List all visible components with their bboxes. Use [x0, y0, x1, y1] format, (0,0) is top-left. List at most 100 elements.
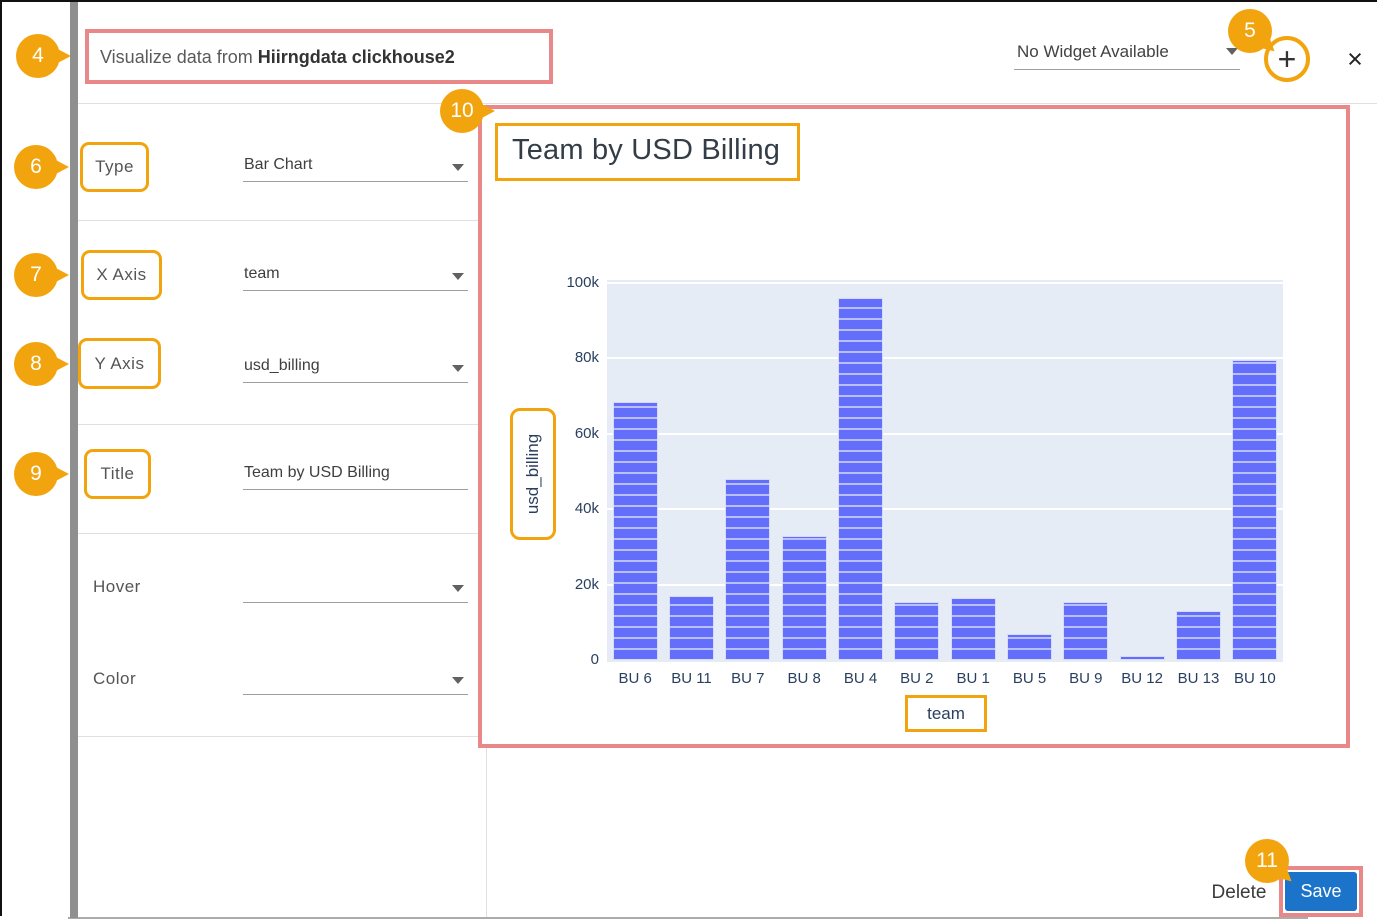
bar-BU-5[interactable]: [1007, 633, 1052, 660]
bar-BU-12[interactable]: [1119, 656, 1165, 660]
gridline-100k: [607, 282, 1283, 284]
gridline-20k: [607, 583, 1283, 586]
save-button-highlight-box: [1279, 866, 1363, 917]
bar-BU-11[interactable]: [669, 595, 714, 660]
som-marker-tail: [476, 101, 495, 121]
type-label-highlight-box: Type: [80, 142, 149, 192]
scrollbar[interactable]: [70, 2, 78, 918]
y-axis-value: usd_billing: [244, 357, 320, 374]
section-divider: [78, 736, 486, 737]
close-button[interactable]: ×: [1338, 42, 1372, 76]
data-source-name: Hiirngdata clickhouse2: [257, 46, 455, 67]
som-marker-tail: [50, 464, 69, 484]
bar-chart-plot[interactable]: [607, 280, 1283, 662]
bar-BU-9[interactable]: [1063, 601, 1109, 660]
y-tick-40k: 40k: [574, 500, 599, 518]
som-marker-7: 7: [14, 253, 69, 297]
window-border-left: [0, 0, 2, 916]
x-axis-value: team: [244, 265, 280, 282]
section-divider: [78, 220, 486, 221]
type-label: Type: [95, 157, 134, 176]
color-dropdown[interactable]: [243, 665, 468, 695]
x-tick-BU-5: BU 5: [1012, 670, 1047, 687]
y-tick-100k: 100k: [566, 274, 599, 291]
gridline-80k: [607, 357, 1283, 360]
chevron-down-icon: [452, 585, 464, 592]
y-axis-label-highlight-box: Y Axis: [78, 338, 161, 389]
bar-BU-4[interactable]: [838, 298, 883, 660]
window-border-top: [0, 0, 1377, 2]
x-tick-BU-12: BU 12: [1121, 670, 1163, 687]
som-marker-4: 4: [16, 34, 71, 78]
header-divider: [78, 103, 1377, 104]
title-label: Title: [100, 464, 135, 483]
x-tick-BU-4: BU 4: [843, 670, 878, 687]
som-marker-tail: [50, 157, 69, 177]
x-axis-label: X Axis: [96, 265, 147, 284]
bar-BU-13[interactable]: [1176, 611, 1221, 660]
chevron-down-icon: [452, 365, 464, 372]
delete-button[interactable]: Delete: [1211, 882, 1267, 903]
title-label-highlight-box: Title: [84, 449, 151, 499]
type-value: Bar Chart: [244, 156, 313, 173]
title-value: Team by USD Billing: [244, 464, 390, 481]
chevron-down-icon: [452, 164, 464, 171]
x-tick-BU-7: BU 7: [731, 670, 765, 687]
hover-dropdown[interactable]: [243, 573, 468, 603]
y-axis-title: usd_billing: [523, 433, 542, 515]
dialog-title: Visualize data from Hiirngdata clickhous…: [100, 35, 455, 79]
bar-BU-2[interactable]: [894, 601, 940, 660]
bar-BU-6[interactable]: [612, 401, 658, 660]
x-axis-label-highlight-box: X Axis: [81, 250, 162, 300]
chart-title-highlight-box: Team by USD Billing: [495, 123, 801, 181]
y-axis-label: Y Axis: [94, 353, 145, 373]
x-axis-dropdown[interactable]: team: [243, 261, 468, 291]
add-button-highlight-ring: [1264, 36, 1310, 82]
close-icon: ×: [1347, 43, 1363, 74]
section-divider: [78, 533, 486, 534]
bar-BU-7[interactable]: [725, 479, 771, 660]
color-label: Color: [93, 669, 137, 688]
y-tick-0: 0: [590, 651, 599, 668]
som-marker-tail: [50, 265, 69, 285]
type-dropdown[interactable]: Bar Chart: [243, 152, 468, 182]
som-marker-8: 8: [14, 342, 69, 386]
chevron-down-icon: [452, 677, 464, 684]
x-tick-BU-9: BU 9: [1069, 670, 1103, 687]
x-axis-title-highlight-box: team: [905, 695, 987, 732]
save-button[interactable]: Save: [1285, 872, 1357, 911]
header-highlight-box: [85, 29, 553, 84]
x-tick-BU-11: BU 11: [671, 670, 712, 687]
widget-select-value: No Widget Available: [1017, 41, 1169, 61]
y-tick-20k: 20k: [574, 575, 599, 593]
som-marker-6: 6: [14, 145, 69, 189]
x-tick-BU-6: BU 6: [618, 670, 652, 687]
gridline-60k: [607, 432, 1283, 435]
gridline-40k: [607, 508, 1283, 511]
section-divider: [78, 424, 486, 425]
widget-select-dropdown[interactable]: No Widget Available: [1014, 36, 1240, 70]
title-input[interactable]: Team by USD Billing: [243, 460, 468, 490]
bar-BU-8[interactable]: [781, 535, 827, 660]
chevron-down-icon: [452, 273, 464, 280]
chart-title: Team by USD Billing: [512, 134, 781, 166]
bar-BU-10[interactable]: [1232, 360, 1278, 660]
som-marker-10: 10: [440, 89, 495, 133]
window-border-bottom: [68, 917, 1308, 919]
x-tick-BU-2: BU 2: [900, 670, 934, 687]
x-tick-BU-13: BU 13: [1177, 670, 1220, 687]
chart-preview-panel: Team by USD Billing 0 20k 40k 60k 80k 100k BU…: [478, 105, 1350, 748]
x-axis-title: team: [927, 703, 965, 723]
x-tick-BU-1: BU 1: [956, 670, 990, 687]
bar-BU-1[interactable]: [950, 597, 996, 660]
som-marker-9: 9: [14, 452, 69, 496]
x-tick-BU-10: BU 10: [1233, 670, 1276, 687]
y-tick-60k: 60k: [574, 424, 599, 442]
som-marker-tail: [52, 46, 71, 66]
dialog-title-prefix: Visualize data from: [100, 46, 258, 67]
y-axis-dropdown[interactable]: usd_billing: [243, 353, 468, 383]
hover-label: Hover: [93, 577, 141, 596]
chevron-down-icon: [1226, 48, 1238, 55]
y-tick-80k: 80k: [574, 349, 599, 367]
